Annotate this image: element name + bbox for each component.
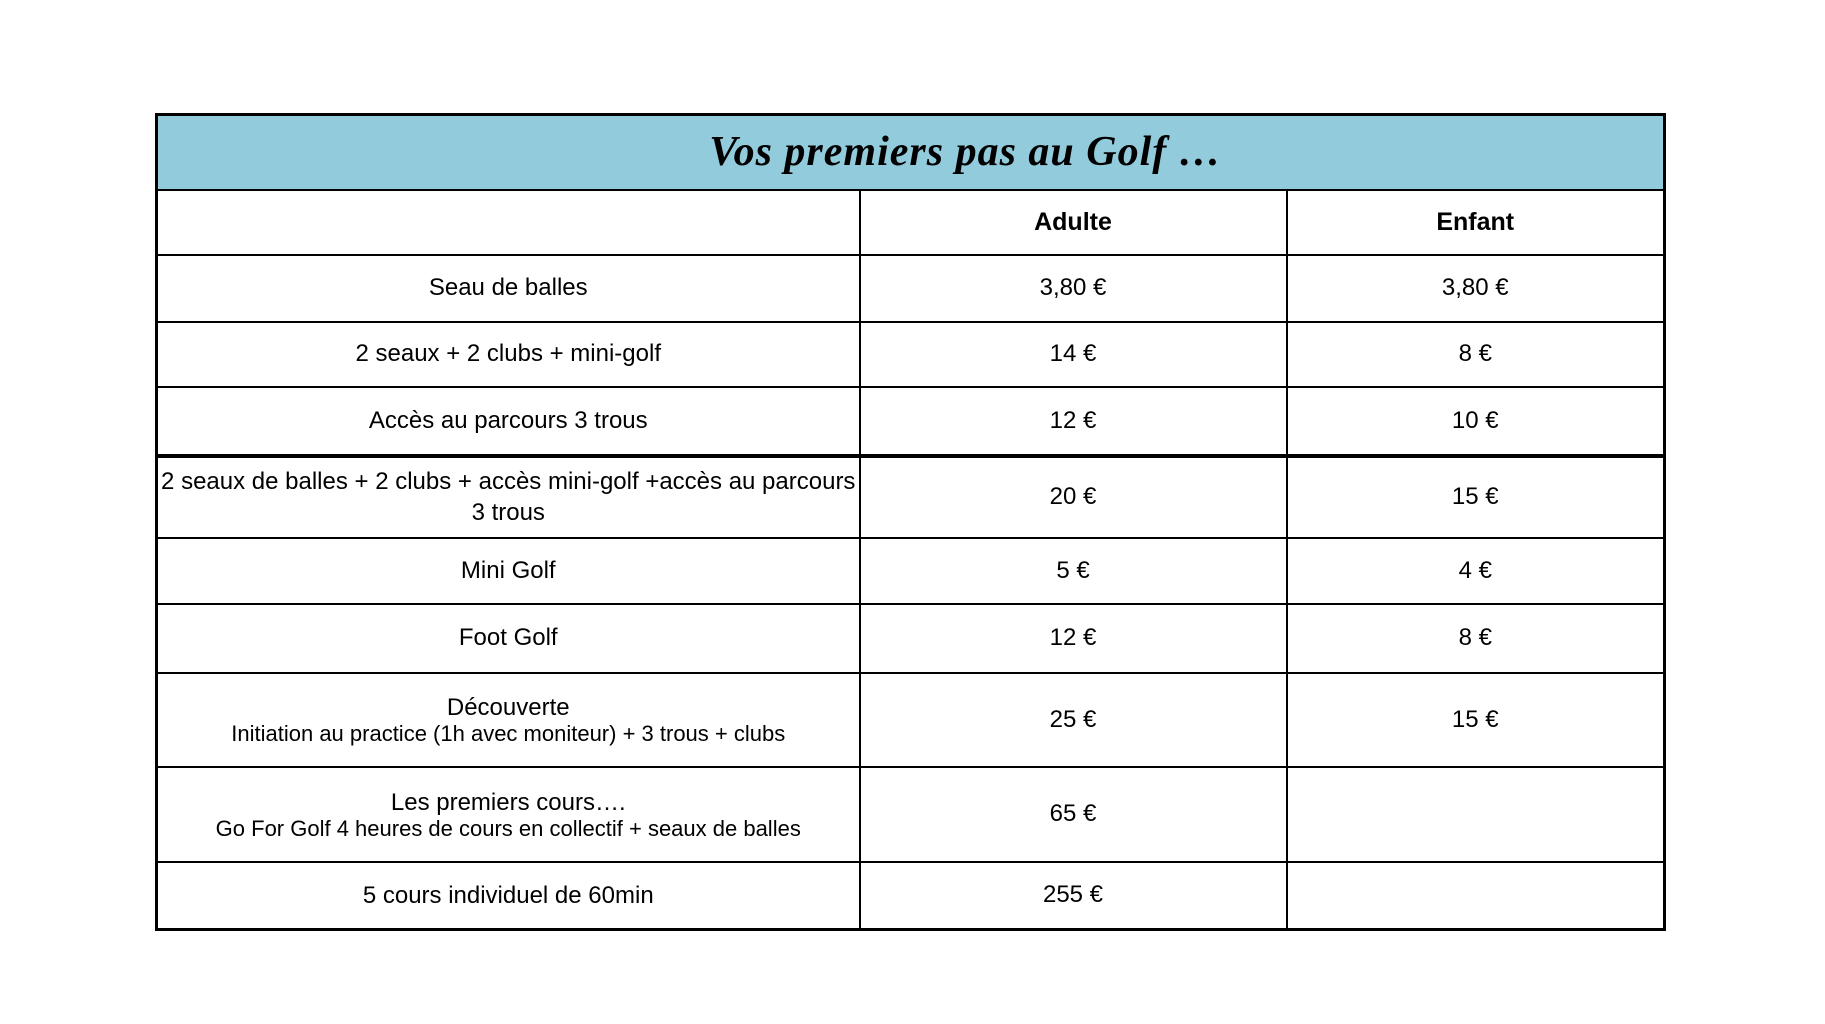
price-adulte: 3,80 €: [858, 253, 1288, 323]
price-enfant: 15 €: [1285, 671, 1666, 768]
price-enfant: 10 €: [1285, 385, 1666, 457]
table-row: Accès au parcours 3 trous 12 € 10 €: [155, 385, 1666, 457]
price-adulte: 12 €: [858, 385, 1288, 457]
price-adulte: 5 €: [858, 536, 1288, 605]
table-row: Seau de balles 3,80 € 3,80 €: [155, 253, 1666, 323]
row-label: Seau de balles: [155, 253, 861, 323]
price-adulte: 25 €: [858, 671, 1288, 768]
col-header-empty: [155, 188, 861, 256]
price-enfant: 15 €: [1285, 453, 1666, 539]
price-table: Vos premiers pas au Golf … Adulte Enfant…: [155, 113, 1667, 931]
row-main-label: Les premiers cours….: [390, 788, 626, 816]
price-enfant: 4 €: [1285, 536, 1666, 605]
table-row: Découverte Initiation au practice (1h av…: [155, 671, 1666, 768]
table-row: Foot Golf 12 € 8 €: [155, 602, 1666, 674]
col-header-adulte: Adulte: [858, 188, 1288, 256]
table-row: 5 cours individuel de 60min 255 €: [155, 860, 1666, 931]
price-adulte: 65 €: [858, 765, 1288, 863]
row-label: Accès au parcours 3 trous: [155, 385, 861, 457]
row-label: Mini Golf: [155, 536, 861, 605]
price-adulte: 255 €: [858, 860, 1288, 931]
table-title: Vos premiers pas au Golf …: [709, 129, 1222, 176]
price-adulte: 12 €: [858, 602, 1288, 674]
table-title-bar: Vos premiers pas au Golf …: [155, 113, 1666, 191]
price-enfant: 8 €: [1285, 602, 1666, 674]
table-row: 2 seaux + 2 clubs + mini-golf 14 € 8 €: [155, 320, 1666, 388]
price-enfant: [1285, 860, 1666, 931]
table-row: Mini Golf 5 € 4 €: [155, 536, 1666, 605]
row-label-cell: Découverte Initiation au practice (1h av…: [155, 671, 861, 768]
table-row: Les premiers cours…. Go For Golf 4 heure…: [155, 765, 1666, 863]
row-label: 2 seaux + 2 clubs + mini-golf: [155, 320, 861, 388]
row-label-cell: Les premiers cours…. Go For Golf 4 heure…: [155, 765, 861, 863]
price-enfant: 8 €: [1285, 320, 1666, 388]
row-main-label: Découverte: [446, 694, 570, 722]
row-label: Foot Golf: [155, 602, 861, 674]
col-header-enfant: Enfant: [1285, 188, 1666, 256]
price-enfant: 3,80 €: [1285, 253, 1666, 323]
price-adulte: 20 €: [858, 453, 1288, 539]
row-sub-label: Go For Golf 4 heures de cours en collect…: [215, 815, 801, 841]
row-label: 5 cours individuel de 60min: [155, 860, 861, 931]
row-sub-label: Initiation au practice (1h avec moniteur…: [231, 721, 786, 747]
header-row: Adulte Enfant: [155, 188, 1666, 256]
price-adulte: 14 €: [858, 320, 1288, 388]
price-enfant: [1285, 765, 1666, 863]
row-label: 2 seaux de balles + 2 clubs + accès mini…: [155, 453, 861, 539]
title-row: Vos premiers pas au Golf …: [155, 113, 1666, 191]
table-row: 2 seaux de balles + 2 clubs + accès mini…: [155, 453, 1666, 539]
